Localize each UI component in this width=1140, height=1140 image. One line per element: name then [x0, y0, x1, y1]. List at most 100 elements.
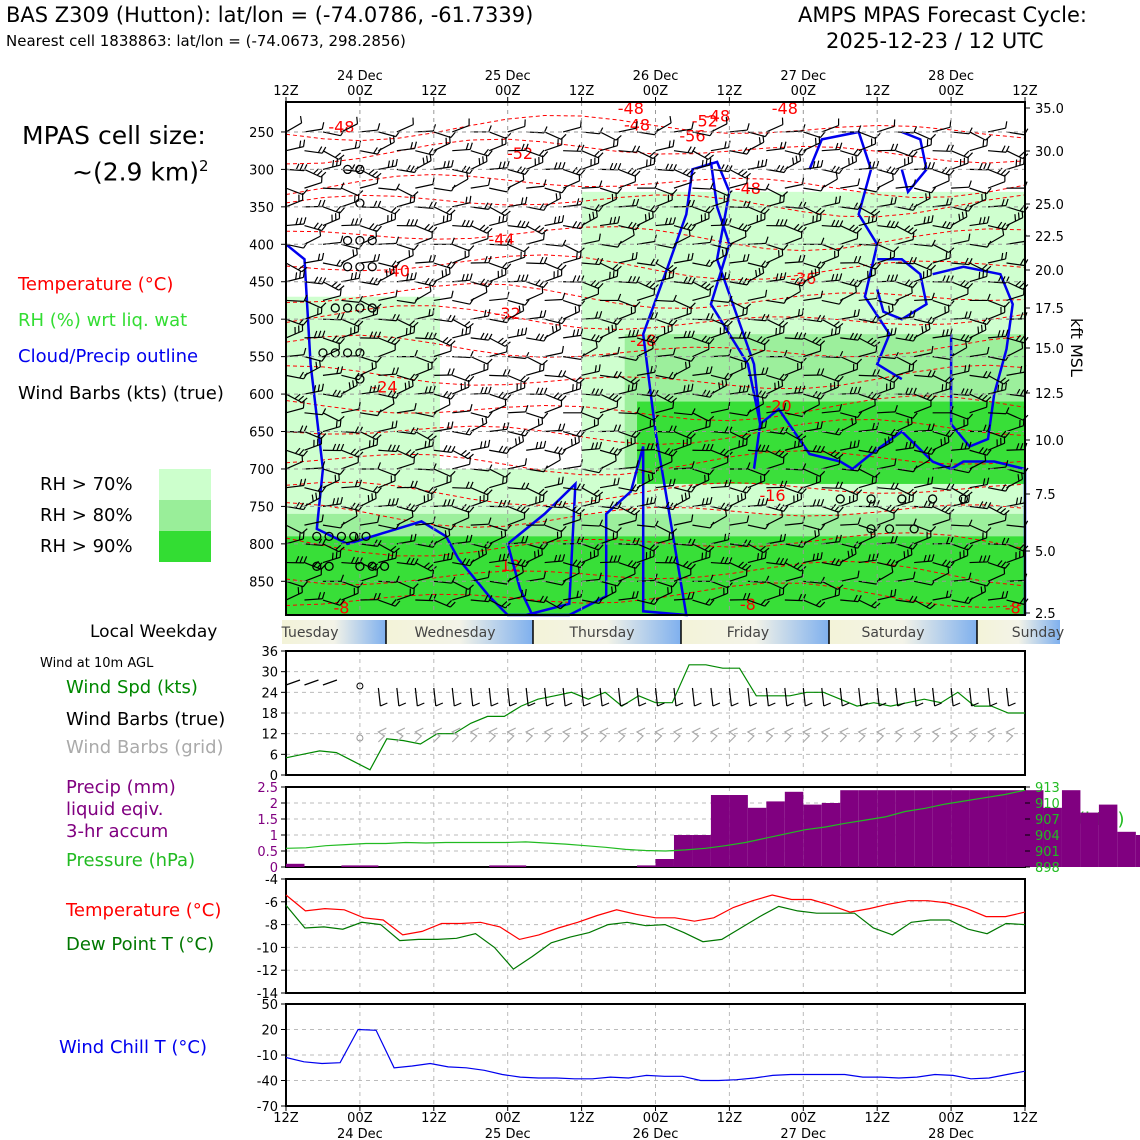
wind-barb-flag [422, 157, 425, 165]
wind-barb-flag [709, 288, 712, 296]
wind-barb-flag [321, 330, 326, 338]
wind-barb-shaft [378, 272, 395, 283]
wind-barb-shaft [932, 374, 950, 384]
wind-barb-shaft [895, 554, 913, 564]
wind-barb-flag [890, 167, 896, 174]
wind-barb-flag [783, 480, 788, 488]
wind-barb-flag [847, 550, 850, 558]
wind-barb-shaft [285, 538, 304, 545]
wind-barb-flag [542, 281, 549, 288]
wind-barb-flag [451, 237, 455, 245]
wind-barb-flag [986, 138, 989, 146]
wind-barb-shaft [673, 259, 692, 264]
wind-barb-shaft [415, 281, 433, 287]
precip-bar-28 [803, 804, 822, 867]
wind-barb-flag [724, 509, 728, 517]
wind-barb-flag [724, 272, 727, 280]
wind-barb-flag [709, 468, 715, 475]
wind-barb-shaft [562, 299, 581, 307]
wind-barb-flag [927, 215, 930, 224]
wind-barb-flag [501, 262, 508, 269]
cloud-outline-3 [900, 130, 928, 195]
wind-barb-shaft [950, 206, 969, 212]
wind-barb-shaft [396, 540, 415, 545]
wind-barb-shaft [415, 562, 432, 572]
wind-barb-flag [502, 215, 505, 223]
upper-ytick-label-11: 800 [249, 538, 274, 553]
wind-barb-flag [707, 285, 715, 291]
wind-barb-flag [427, 433, 434, 439]
wind-barb-flag [543, 465, 548, 473]
wind-barb-flag [469, 220, 474, 228]
wind-barb-shaft [803, 393, 821, 400]
wind-barb-shaft [839, 291, 857, 301]
wind-barb-flag [506, 160, 510, 169]
wind-barb-flag [672, 294, 677, 302]
wind-barb-shaft [322, 425, 341, 433]
wind-barb-shaft [544, 483, 563, 489]
wind-barb-shaft [304, 443, 322, 451]
upper-ytick-label-10: 750 [249, 500, 274, 515]
wind-barb-shaft [304, 430, 322, 440]
wind-barb-shaft [1006, 449, 1025, 451]
wind-barb-flag [450, 393, 456, 400]
wind-barb-shaft [840, 356, 857, 365]
wind-barb-flag [576, 144, 581, 152]
wind-barb-flag [334, 152, 341, 158]
wind-barb-flag [535, 387, 540, 395]
wind-barb-shaft [1006, 599, 1025, 605]
wind-barb-flag [875, 316, 881, 323]
wind-barb-flag [413, 505, 419, 512]
wind-barb-shaft [692, 217, 710, 227]
wind-barb-flag [819, 601, 826, 608]
wind-barb-shaft [655, 461, 673, 470]
wind-barb-flag [580, 222, 585, 230]
wind-barb-flag [542, 494, 545, 502]
wind-barb-shaft [507, 299, 526, 306]
wind-barb-shaft [858, 524, 877, 532]
wind-barb-flag [352, 249, 355, 257]
wind-barb-flag [757, 160, 760, 168]
wind-barb-flag [781, 379, 784, 387]
wind-barb-flag [893, 507, 900, 514]
wind-barb-flag [802, 332, 807, 340]
wind-barb-shaft [987, 168, 1005, 177]
wind-barb-shaft [821, 449, 838, 460]
wind-barb-flag [708, 546, 715, 553]
sfc-barb-true-flag-14 [546, 702, 554, 707]
wind-barb-shaft [821, 517, 839, 526]
wind-barb-shaft [562, 518, 581, 526]
wind-barb-shaft [562, 505, 580, 515]
wind-barb-shaft [803, 318, 822, 323]
wind-barb-flag [414, 219, 419, 227]
wind-barb-flag [373, 331, 378, 339]
wind-barb-shaft [544, 560, 563, 564]
wind-barb-flag [410, 427, 415, 434]
wind-barb-shaft [618, 168, 636, 177]
wind-barb-flag [838, 195, 841, 203]
wind-barb-flag [371, 170, 378, 177]
wind-barb-flag [857, 386, 862, 394]
wind-barb-flag [572, 559, 578, 566]
wind-barb-flag [701, 498, 705, 506]
wind-barb-flag [424, 332, 429, 339]
wind-barb-flag [340, 129, 345, 137]
wind-barb-flag [313, 168, 320, 175]
wind-barb-flag [449, 470, 456, 477]
wind-barb-shaft [784, 261, 803, 264]
wind-barb-shaft [895, 468, 914, 473]
top-xtick-label-2: 12Z [421, 84, 447, 99]
wind-barb-shaft [341, 299, 360, 303]
wind-barb-flag [738, 440, 741, 448]
wind-barb-flag [1021, 210, 1024, 218]
wind-barb-flag [986, 502, 992, 509]
wind-barb-flag [523, 376, 530, 383]
wind-barb-flag [627, 167, 634, 174]
wind-barb-flag [516, 504, 523, 511]
wind-barb-shaft [692, 348, 710, 358]
wind-barb-flag [649, 205, 656, 212]
wind-barb-shaft [858, 428, 877, 433]
wind-barb-flag [764, 391, 770, 399]
wind-barb-flag [831, 273, 835, 282]
wind-barb-shaft [895, 239, 914, 245]
